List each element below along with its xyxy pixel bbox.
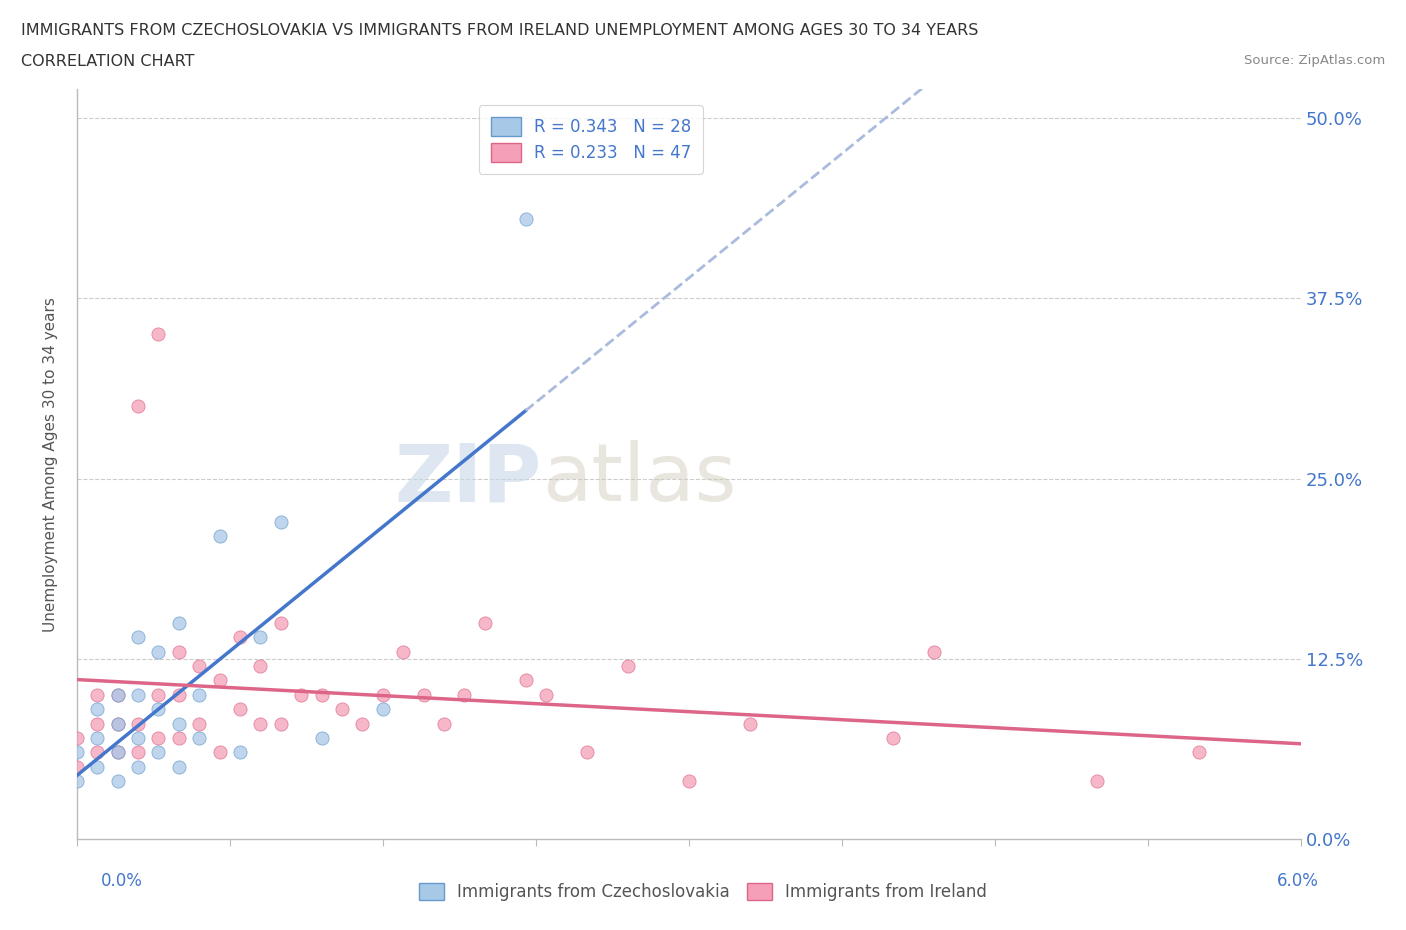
Point xyxy=(575,745,598,760)
Point xyxy=(1085,774,1108,789)
Point xyxy=(148,687,170,702)
Point xyxy=(107,745,129,760)
Point xyxy=(412,687,434,702)
Point xyxy=(738,716,761,731)
Point xyxy=(330,702,353,717)
Point xyxy=(229,745,252,760)
Point xyxy=(167,731,190,746)
Point xyxy=(515,212,537,227)
Point xyxy=(616,658,638,673)
Point xyxy=(86,745,108,760)
Point xyxy=(188,658,211,673)
Point xyxy=(392,644,415,659)
Point xyxy=(167,644,190,659)
Point xyxy=(107,716,129,731)
Point xyxy=(534,687,557,702)
Point xyxy=(290,687,312,702)
Point xyxy=(249,658,271,673)
Point xyxy=(882,731,904,746)
Point xyxy=(107,687,129,702)
Text: CORRELATION CHART: CORRELATION CHART xyxy=(21,54,194,69)
Point xyxy=(678,774,700,789)
Point xyxy=(127,716,149,731)
Point xyxy=(66,774,89,789)
Text: ZIP: ZIP xyxy=(395,440,541,518)
Point xyxy=(453,687,475,702)
Point xyxy=(107,745,129,760)
Point xyxy=(127,630,149,644)
Point xyxy=(352,716,374,731)
Y-axis label: Unemployment Among Ages 30 to 34 years: Unemployment Among Ages 30 to 34 years xyxy=(44,297,58,631)
Point xyxy=(311,731,333,746)
Point xyxy=(188,731,211,746)
Point xyxy=(107,774,129,789)
Point xyxy=(229,702,252,717)
Point xyxy=(270,514,292,529)
Point xyxy=(86,702,108,717)
Point xyxy=(371,687,394,702)
Legend: Immigrants from Czechoslovakia, Immigrants from Ireland: Immigrants from Czechoslovakia, Immigran… xyxy=(412,876,994,908)
Point xyxy=(86,687,108,702)
Point xyxy=(474,616,496,631)
Point xyxy=(188,716,211,731)
Text: 0.0%: 0.0% xyxy=(101,872,143,890)
Point xyxy=(922,644,945,659)
Point xyxy=(86,731,108,746)
Point xyxy=(371,702,394,717)
Point xyxy=(229,630,252,644)
Point xyxy=(1188,745,1211,760)
Point xyxy=(167,716,190,731)
Point xyxy=(127,399,149,414)
Point xyxy=(270,616,292,631)
Text: IMMIGRANTS FROM CZECHOSLOVAKIA VS IMMIGRANTS FROM IRELAND UNEMPLOYMENT AMONG AGE: IMMIGRANTS FROM CZECHOSLOVAKIA VS IMMIGR… xyxy=(21,23,979,38)
Point xyxy=(127,745,149,760)
Point xyxy=(249,716,271,731)
Text: Source: ZipAtlas.com: Source: ZipAtlas.com xyxy=(1244,54,1385,67)
Point xyxy=(208,673,231,688)
Point xyxy=(127,760,149,775)
Point xyxy=(249,630,271,644)
Point xyxy=(311,687,333,702)
Point xyxy=(107,716,129,731)
Point xyxy=(66,745,89,760)
Point xyxy=(86,760,108,775)
Point xyxy=(188,687,211,702)
Point xyxy=(148,702,170,717)
Point xyxy=(66,731,89,746)
Point xyxy=(208,745,231,760)
Point xyxy=(270,716,292,731)
Point xyxy=(86,716,108,731)
Point xyxy=(127,731,149,746)
Point xyxy=(167,687,190,702)
Point xyxy=(148,745,170,760)
Point xyxy=(148,327,170,342)
Point xyxy=(148,731,170,746)
Legend: R = 0.343   N = 28, R = 0.233   N = 47: R = 0.343 N = 28, R = 0.233 N = 47 xyxy=(479,105,703,174)
Point xyxy=(66,760,89,775)
Point xyxy=(167,616,190,631)
Point xyxy=(208,529,231,544)
Point xyxy=(107,687,129,702)
Text: atlas: atlas xyxy=(541,440,737,518)
Text: 6.0%: 6.0% xyxy=(1277,872,1319,890)
Point xyxy=(433,716,456,731)
Point xyxy=(167,760,190,775)
Point xyxy=(127,687,149,702)
Point xyxy=(515,673,537,688)
Point xyxy=(148,644,170,659)
